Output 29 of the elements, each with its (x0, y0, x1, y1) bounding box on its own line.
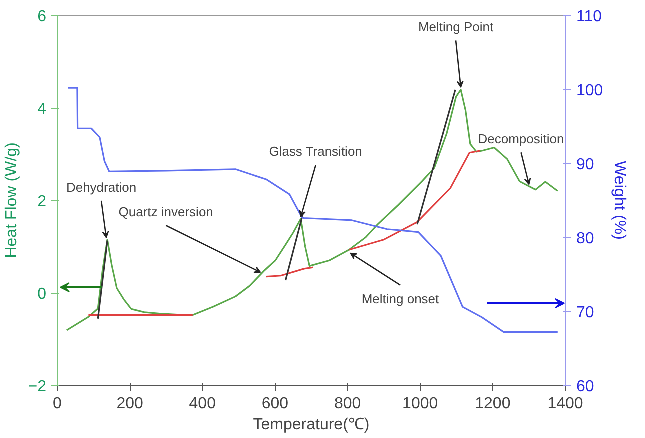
x-tick-label: 1400 (548, 396, 584, 412)
x-tick-label: 1000 (402, 396, 438, 412)
y2-tick-label: 90 (576, 156, 594, 174)
annotation: Dehydration (66, 180, 137, 195)
annotation: Quartz inversion (118, 204, 214, 220)
x-tick-label: 800 (334, 396, 362, 412)
y-tick-label: −2 (28, 378, 47, 396)
y-tick-label: 2 (38, 194, 47, 210)
y2-tick-label: 100 (576, 82, 604, 100)
y2-tick-label: 80 (576, 230, 594, 248)
y-tick-label: 4 (38, 101, 47, 118)
x-axis-title: Temperature(℃) (253, 416, 370, 434)
x-tick-label: 200 (116, 396, 144, 412)
annotation: Melting Point (418, 20, 494, 35)
x-tick-label: 400 (189, 396, 216, 412)
annotation: Decomposition (478, 132, 564, 147)
y-tick-label: 6 (38, 8, 47, 26)
y2-axis-title: Weight (%) (611, 161, 628, 240)
y2-tick-label: 110 (576, 8, 602, 26)
y-axis-title: Heat Flow (W/g) (3, 142, 20, 258)
x-tick-label: 0 (53, 396, 62, 412)
y2-tick-label: 60 (576, 378, 594, 396)
y2-tick-label: 70 (576, 304, 594, 322)
y-tick-label: 0 (38, 286, 47, 303)
x-tick-label: 1200 (475, 396, 511, 412)
annotation: Melting onset (362, 291, 440, 306)
annotation: Glass Transition (269, 144, 362, 160)
line-series (266, 266, 314, 278)
x-tick-label: 600 (262, 396, 289, 412)
